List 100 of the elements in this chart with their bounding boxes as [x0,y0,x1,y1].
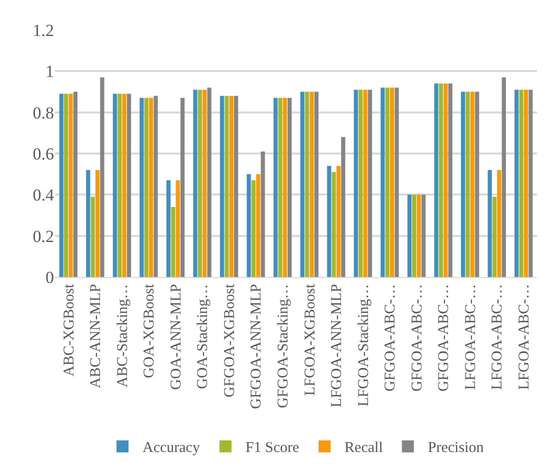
x-tick-label: ABC-ANN-MLP [88,284,104,388]
bar [118,94,122,277]
bar [380,88,385,277]
bar [407,194,412,277]
x-tick-label: LFGOA-ANN-MLP [329,284,346,408]
bar [354,90,358,277]
bar [100,77,104,277]
bar [519,90,524,277]
x-tick-label: GOA-Stacking… [195,284,212,389]
bar [444,84,448,277]
x-tick-label: LFGOA-Stacking… [356,284,372,406]
bar [144,98,148,277]
bar [140,98,144,277]
bar [251,180,256,277]
bar [497,170,502,277]
bar [492,196,497,277]
bar [448,84,452,277]
bar [260,151,265,277]
bar [327,166,332,277]
bar [154,96,158,277]
bar [176,180,180,277]
bar [314,92,318,277]
x-tick-label: GOA-ANN-MLP [168,284,184,390]
bar [332,172,336,277]
bar [438,84,443,277]
bar [421,194,426,277]
y-tick-label: 0 [46,268,54,287]
bar [282,98,288,277]
bar [460,92,466,277]
bar [300,92,304,277]
bar [336,166,341,277]
bar [416,194,421,277]
bar [274,98,278,277]
bar [368,90,372,277]
legend-label: Accuracy [142,440,200,456]
y-tick-label: 0.8 [32,103,54,122]
x-tick-label: ABC-XGBoost [61,283,78,377]
bar [207,88,212,277]
x-tick-label: GFGOA-Stacking… [275,284,292,408]
bar [470,92,474,277]
bar [193,90,198,277]
bar [363,90,368,277]
bar [202,90,207,277]
bar [475,92,480,277]
bar [198,90,202,277]
bar [229,96,234,277]
bar [149,98,154,277]
bar [166,180,171,277]
y-tick-label: 1 [46,62,54,82]
bar [73,92,78,277]
bar [524,90,528,277]
y-tick-label: 0.2 [32,226,54,246]
bar [64,94,68,277]
bar [304,92,310,277]
x-tick-label: LFGOA-XGBoost [302,283,318,396]
bar [246,174,251,277]
bar [502,77,506,277]
x-tick-label: ABC-Stacking… [114,284,131,388]
x-tick-label: GFGOA-ABC-… [382,284,399,392]
bar [434,84,438,277]
bar [122,94,126,277]
bar [488,170,492,277]
x-tick-label: GFGOA-ABC-… [436,284,452,392]
bar [288,98,292,277]
bar [358,90,363,277]
bar [528,90,533,277]
bar [341,137,346,277]
x-tick-label: LFGOA-ABC-… [462,284,479,390]
bar [394,88,399,277]
x-tick-label: GOA-XGBoost [142,283,158,378]
x-tick-label: GFGOA-ABC-… [409,284,426,392]
bar [390,88,394,277]
bar [310,92,314,277]
y-tick-label: 0.4 [32,186,54,205]
x-tick-label: LFGOA-ABC-… [490,284,506,390]
bar [86,170,90,277]
bar [90,196,95,277]
bar [256,174,260,277]
bar [412,194,416,277]
bar [95,170,100,277]
bar [126,94,132,277]
bar [59,94,64,277]
bar [220,96,224,277]
bar [180,98,185,277]
y-tick-label: 0.6 [32,144,54,164]
x-tick-label: GFGOA-ANN-MLP [248,284,265,410]
x-tick-label: GFGOA-XGBoost [222,283,238,398]
legend-label: Recall [344,440,383,456]
bar [278,98,282,277]
bar [224,96,229,277]
bar [234,96,238,277]
x-tick-label: LFGOA-ABC-… [516,284,532,390]
y-tick-label: 1.2 [32,20,54,40]
bar [112,94,117,277]
bar [385,88,390,277]
legend-label: F1 Score [245,440,300,456]
bar [514,90,519,277]
legend-label: Precision [428,440,484,456]
bar [68,94,73,277]
bar [171,207,176,277]
